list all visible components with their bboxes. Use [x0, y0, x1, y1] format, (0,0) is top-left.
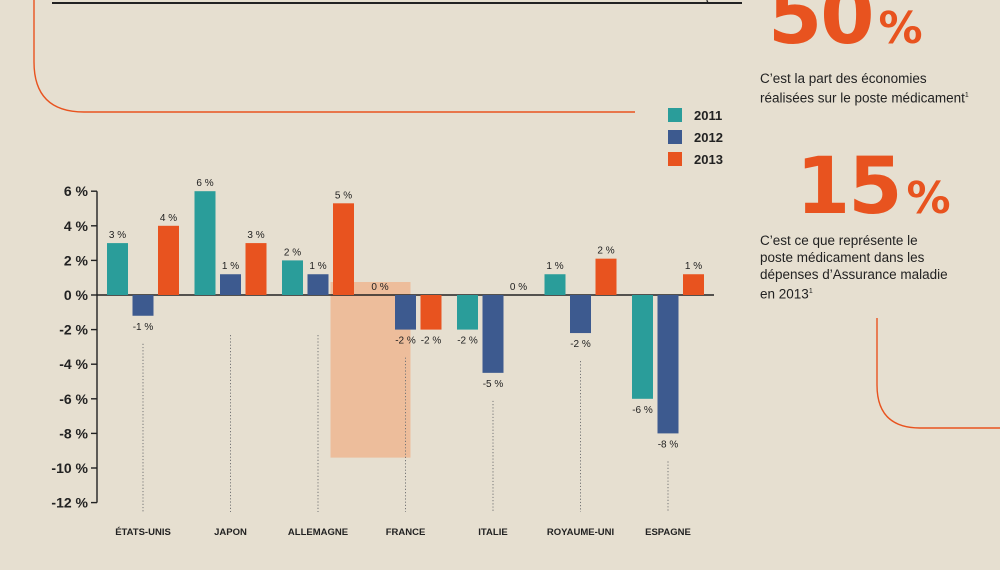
bar-2013: [158, 225, 179, 295]
category-label: ITALIE: [478, 527, 507, 538]
data-label: -2 %: [457, 336, 478, 347]
bar-chart: 6 % 4 % 2 % 0 % -2 % -4 % -6 % -8 % -10 % -12 % 3…: [51, 178, 714, 538]
legend-item-2011: 2011: [668, 104, 723, 126]
stat-15-line-1: C’est ce que représente le: [760, 233, 918, 248]
bar-2013: [595, 258, 617, 295]
data-label: -2 %: [395, 336, 416, 347]
y-tick-label: -4 %: [59, 356, 88, 372]
category-label: FRANCE: [386, 527, 426, 538]
y-tick-label: 0 %: [64, 287, 89, 303]
legend-item-2013: 2013: [668, 148, 723, 170]
y-tick-label: 4 %: [64, 218, 89, 234]
category-label: ESPAGNE: [645, 527, 691, 538]
y-tick-label: -12 %: [51, 495, 88, 511]
category-label: ÉTATS-UNIS: [115, 527, 171, 538]
stat-15-line-2: poste médicament dans les: [760, 250, 925, 265]
bar-2013: [245, 243, 267, 295]
data-label: 4 %: [160, 213, 177, 224]
stat-15-footnote: 1: [808, 288, 813, 295]
stat-50-description: C’est la part des économies réalisées su…: [760, 70, 969, 107]
bar-2011: [457, 295, 478, 330]
frame-left-curve: [33, 0, 635, 113]
bar-2013: [333, 203, 354, 295]
stat-15-unit: %: [906, 173, 951, 224]
bar-2011: [632, 295, 653, 399]
bar-2012: [220, 274, 241, 295]
y-tick-label: 6 %: [64, 183, 89, 199]
bar-2012: [132, 295, 154, 316]
bar-2013: [683, 274, 704, 295]
bar-2012: [482, 295, 504, 373]
bar-2012: [395, 295, 416, 330]
bar-labels: 3 %-1 %4 %6 %1 %3 %2 %1 %5 %0 %-2 % -2 % -…: [109, 178, 702, 450]
bar-2011: [107, 243, 128, 295]
data-label: -5 %: [483, 379, 504, 390]
data-label: -2 %: [421, 336, 442, 347]
stat-50-footnote: 1: [964, 92, 969, 99]
bar-2012: [307, 274, 329, 295]
stat-50-unit: %: [878, 3, 923, 54]
decorative-frame: [33, 0, 1000, 429]
category-guide-lines: [142, 335, 669, 512]
legend-label-2013: 2013: [694, 151, 723, 167]
data-label: 0 %: [371, 282, 388, 293]
bar-2012: [657, 295, 679, 434]
legend-swatch-2013: [668, 152, 682, 166]
y-tick-label: -6 %: [59, 391, 88, 407]
frame-right-curve: [876, 318, 1000, 429]
stat-50-value: 50%: [768, 0, 923, 62]
stat-15-line-3: dépenses d’Assurance maladie: [760, 267, 948, 282]
category-label: ROYAUME-UNI: [547, 527, 614, 538]
category-label: ALLEMAGNE: [288, 527, 348, 538]
stat-50-line-2: réalisées sur le poste médicament: [760, 90, 965, 106]
stat-15-description: C’est ce que représente le poste médicam…: [760, 232, 948, 303]
stat-50-number: 50: [768, 0, 875, 62]
data-label: 1 %: [309, 261, 326, 272]
data-label: 1 %: [685, 261, 702, 272]
bar-2012: [570, 295, 591, 334]
data-label: 5 %: [335, 190, 352, 201]
y-tick-label: -2 %: [59, 322, 88, 338]
legend-label-2011: 2011: [694, 107, 723, 123]
y-tick-label: -8 %: [59, 425, 88, 441]
y-tick-label: -10 %: [51, 460, 88, 476]
bar-2011: [544, 274, 566, 295]
data-label: -2 %: [570, 339, 591, 350]
category-labels: ÉTATS-UNIS JAPON ALLEMAGNE FRANCE ITALIE ROYA…: [115, 527, 691, 538]
top-rule-mark: [706, 0, 711, 4]
stat-15-number: 15: [796, 142, 903, 232]
bar-2011: [194, 191, 216, 295]
stat-15-line-4: en 2013: [760, 286, 809, 302]
bar-2013: [420, 295, 442, 330]
data-label: 2 %: [597, 246, 614, 257]
top-rule: [52, 0, 742, 4]
data-label: 3 %: [247, 230, 264, 241]
data-label: 3 %: [109, 230, 126, 241]
legend-item-2012: 2012: [668, 126, 723, 148]
bars: [107, 191, 704, 434]
legend-swatch-2011: [668, 108, 682, 122]
data-label: 0 %: [510, 282, 527, 293]
data-label: 2 %: [284, 247, 301, 258]
data-label: -6 %: [632, 405, 653, 416]
legend-swatch-2012: [668, 130, 682, 144]
data-label: -1 %: [133, 322, 154, 333]
data-label: 1 %: [222, 261, 239, 272]
data-label: 1 %: [546, 261, 563, 272]
chart-legend: 2011 2012 2013: [668, 104, 723, 170]
stat-15-value: 15%: [796, 142, 951, 232]
stat-50-line-1: C’est la part des économies: [760, 71, 927, 86]
data-label: -8 %: [658, 439, 679, 450]
y-tick-label: 2 %: [64, 252, 89, 268]
legend-label-2012: 2012: [694, 129, 723, 145]
bar-2011: [282, 260, 303, 295]
data-label: 6 %: [196, 178, 213, 189]
category-label: JAPON: [214, 527, 247, 538]
